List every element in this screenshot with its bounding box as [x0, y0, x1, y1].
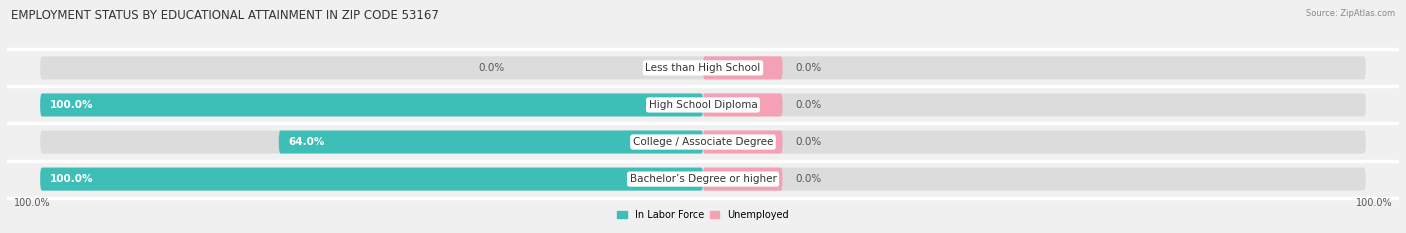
Text: 0.0%: 0.0%: [796, 100, 823, 110]
Text: 0.0%: 0.0%: [478, 63, 505, 73]
FancyBboxPatch shape: [703, 93, 783, 116]
Text: 64.0%: 64.0%: [288, 137, 325, 147]
Text: 0.0%: 0.0%: [796, 137, 823, 147]
Text: 100.0%: 100.0%: [51, 100, 94, 110]
FancyBboxPatch shape: [41, 130, 1365, 154]
FancyBboxPatch shape: [41, 93, 703, 116]
Legend: In Labor Force, Unemployed: In Labor Force, Unemployed: [617, 210, 789, 220]
Text: Less than High School: Less than High School: [645, 63, 761, 73]
FancyBboxPatch shape: [703, 168, 783, 191]
Text: Bachelor’s Degree or higher: Bachelor’s Degree or higher: [630, 174, 776, 184]
FancyBboxPatch shape: [41, 56, 1365, 79]
FancyBboxPatch shape: [41, 168, 703, 191]
Text: EMPLOYMENT STATUS BY EDUCATIONAL ATTAINMENT IN ZIP CODE 53167: EMPLOYMENT STATUS BY EDUCATIONAL ATTAINM…: [11, 9, 439, 22]
Text: Source: ZipAtlas.com: Source: ZipAtlas.com: [1306, 9, 1395, 18]
Text: 0.0%: 0.0%: [796, 174, 823, 184]
Text: College / Associate Degree: College / Associate Degree: [633, 137, 773, 147]
Text: 100.0%: 100.0%: [51, 174, 94, 184]
Text: 100.0%: 100.0%: [1355, 198, 1392, 208]
Text: 100.0%: 100.0%: [14, 198, 51, 208]
FancyBboxPatch shape: [703, 130, 783, 154]
Text: 0.0%: 0.0%: [796, 63, 823, 73]
FancyBboxPatch shape: [703, 56, 783, 79]
Text: High School Diploma: High School Diploma: [648, 100, 758, 110]
FancyBboxPatch shape: [278, 130, 703, 154]
FancyBboxPatch shape: [41, 93, 1365, 116]
FancyBboxPatch shape: [41, 168, 1365, 191]
